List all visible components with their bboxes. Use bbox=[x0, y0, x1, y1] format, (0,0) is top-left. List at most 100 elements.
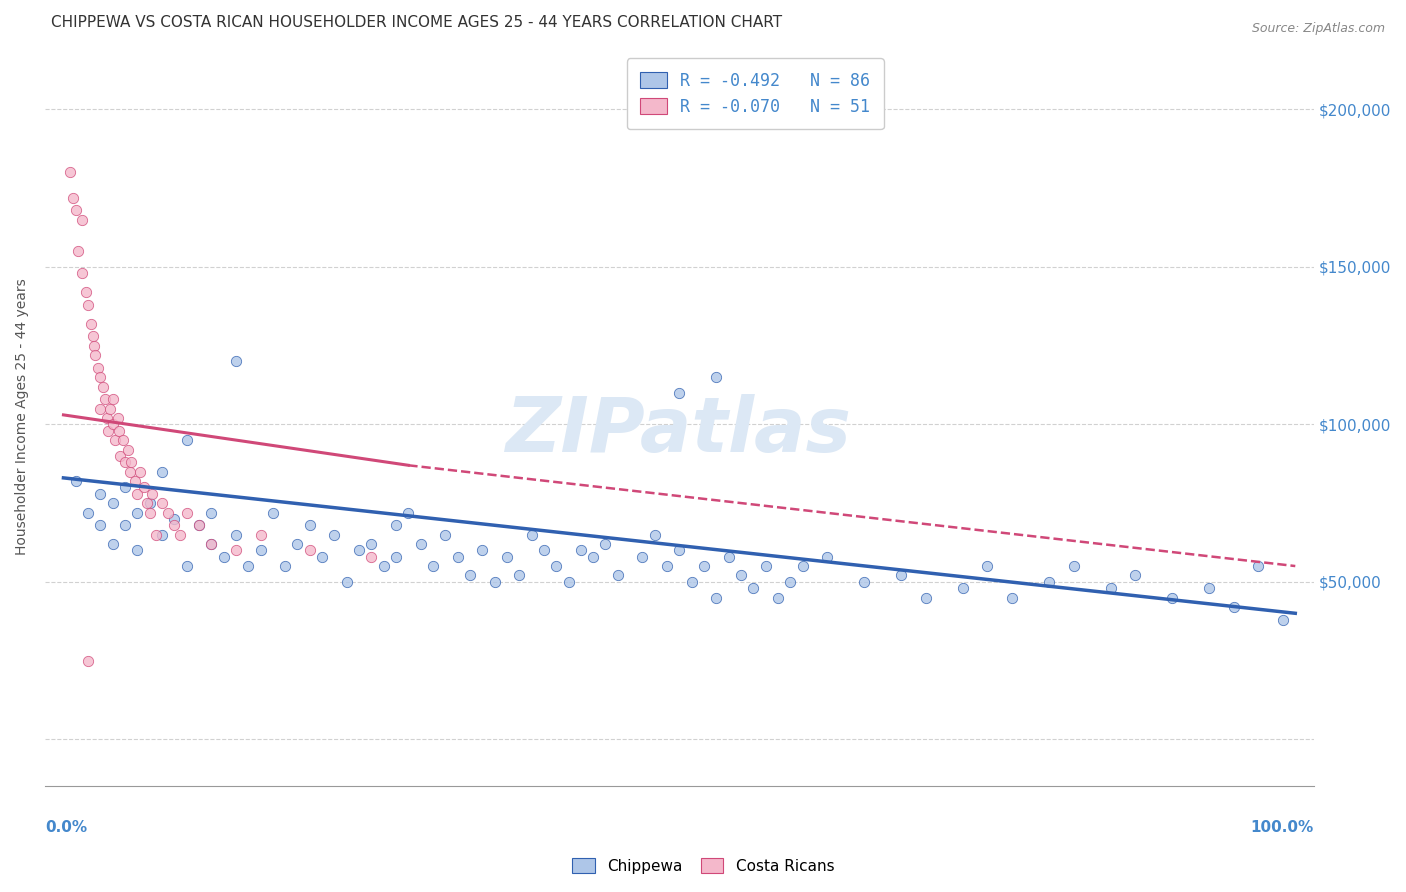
Point bbox=[595, 537, 617, 551]
Point bbox=[730, 568, 752, 582]
Point bbox=[150, 496, 173, 510]
Point bbox=[150, 465, 173, 479]
Point bbox=[952, 581, 974, 595]
Point bbox=[644, 527, 666, 541]
Point bbox=[59, 165, 82, 179]
Point bbox=[373, 559, 395, 574]
Point bbox=[127, 486, 149, 500]
Point bbox=[111, 433, 134, 447]
Point bbox=[446, 549, 468, 564]
Point bbox=[163, 512, 186, 526]
Point bbox=[200, 537, 222, 551]
Point bbox=[262, 506, 284, 520]
Point bbox=[77, 654, 100, 668]
Point bbox=[668, 385, 690, 400]
Point bbox=[98, 401, 121, 416]
Point bbox=[62, 191, 84, 205]
Point bbox=[249, 543, 271, 558]
Point bbox=[582, 549, 605, 564]
Point bbox=[67, 244, 90, 259]
Point bbox=[169, 527, 191, 541]
Point bbox=[188, 518, 211, 533]
Point bbox=[422, 559, 444, 574]
Point bbox=[176, 433, 198, 447]
Point bbox=[681, 574, 703, 589]
Point bbox=[508, 568, 530, 582]
Point bbox=[704, 591, 727, 605]
Point bbox=[138, 496, 160, 510]
Point bbox=[1038, 574, 1060, 589]
Point bbox=[188, 518, 211, 533]
Point bbox=[766, 591, 789, 605]
Point bbox=[141, 486, 163, 500]
Point bbox=[128, 465, 150, 479]
Point bbox=[79, 317, 101, 331]
Point bbox=[1271, 613, 1294, 627]
Point bbox=[238, 559, 260, 574]
Point bbox=[108, 449, 131, 463]
Text: ZIPatlas: ZIPatlas bbox=[506, 394, 852, 468]
Point bbox=[89, 370, 111, 384]
Point bbox=[693, 559, 716, 574]
Point bbox=[385, 549, 408, 564]
Point bbox=[631, 549, 654, 564]
Point bbox=[104, 433, 127, 447]
Point bbox=[792, 559, 814, 574]
Point bbox=[717, 549, 740, 564]
Point bbox=[1123, 568, 1146, 582]
Point bbox=[87, 360, 110, 375]
Point bbox=[94, 392, 117, 406]
Point bbox=[176, 506, 198, 520]
Point bbox=[75, 285, 97, 299]
Point bbox=[311, 549, 333, 564]
Point bbox=[323, 527, 346, 541]
Point bbox=[1161, 591, 1184, 605]
Point bbox=[136, 496, 159, 510]
Point bbox=[546, 559, 568, 574]
Point bbox=[471, 543, 494, 558]
Point bbox=[157, 506, 180, 520]
Text: Source: ZipAtlas.com: Source: ZipAtlas.com bbox=[1251, 22, 1385, 36]
Text: CHIPPEWA VS COSTA RICAN HOUSEHOLDER INCOME AGES 25 - 44 YEARS CORRELATION CHART: CHIPPEWA VS COSTA RICAN HOUSEHOLDER INCO… bbox=[51, 15, 783, 30]
Legend: R = -0.492   N = 86, R = -0.070   N = 51: R = -0.492 N = 86, R = -0.070 N = 51 bbox=[627, 59, 884, 129]
Point bbox=[336, 574, 359, 589]
Point bbox=[606, 568, 628, 582]
Point bbox=[107, 411, 129, 425]
Point bbox=[347, 543, 370, 558]
Point bbox=[108, 424, 131, 438]
Point bbox=[163, 518, 186, 533]
Point bbox=[815, 549, 838, 564]
Point bbox=[298, 543, 321, 558]
Point bbox=[569, 543, 592, 558]
Point bbox=[132, 480, 155, 494]
Point bbox=[200, 506, 222, 520]
Point bbox=[779, 574, 801, 589]
Point bbox=[976, 559, 998, 574]
Point bbox=[1222, 599, 1244, 614]
Point bbox=[89, 486, 111, 500]
Point bbox=[385, 518, 408, 533]
Point bbox=[890, 568, 912, 582]
Point bbox=[150, 527, 173, 541]
Point bbox=[70, 266, 93, 280]
Point bbox=[127, 543, 149, 558]
Text: 100.0%: 100.0% bbox=[1250, 820, 1313, 835]
Point bbox=[124, 474, 146, 488]
Point bbox=[225, 543, 247, 558]
Point bbox=[96, 411, 118, 425]
Point bbox=[533, 543, 555, 558]
Point bbox=[1001, 591, 1024, 605]
Point bbox=[704, 370, 727, 384]
Point bbox=[127, 506, 149, 520]
Point bbox=[914, 591, 936, 605]
Point bbox=[557, 574, 579, 589]
Point bbox=[1247, 559, 1270, 574]
Point bbox=[101, 392, 124, 406]
Point bbox=[138, 506, 160, 520]
Point bbox=[84, 348, 107, 362]
Point bbox=[496, 549, 519, 564]
Point bbox=[91, 379, 114, 393]
Point bbox=[1063, 559, 1085, 574]
Point bbox=[70, 212, 93, 227]
Point bbox=[200, 537, 222, 551]
